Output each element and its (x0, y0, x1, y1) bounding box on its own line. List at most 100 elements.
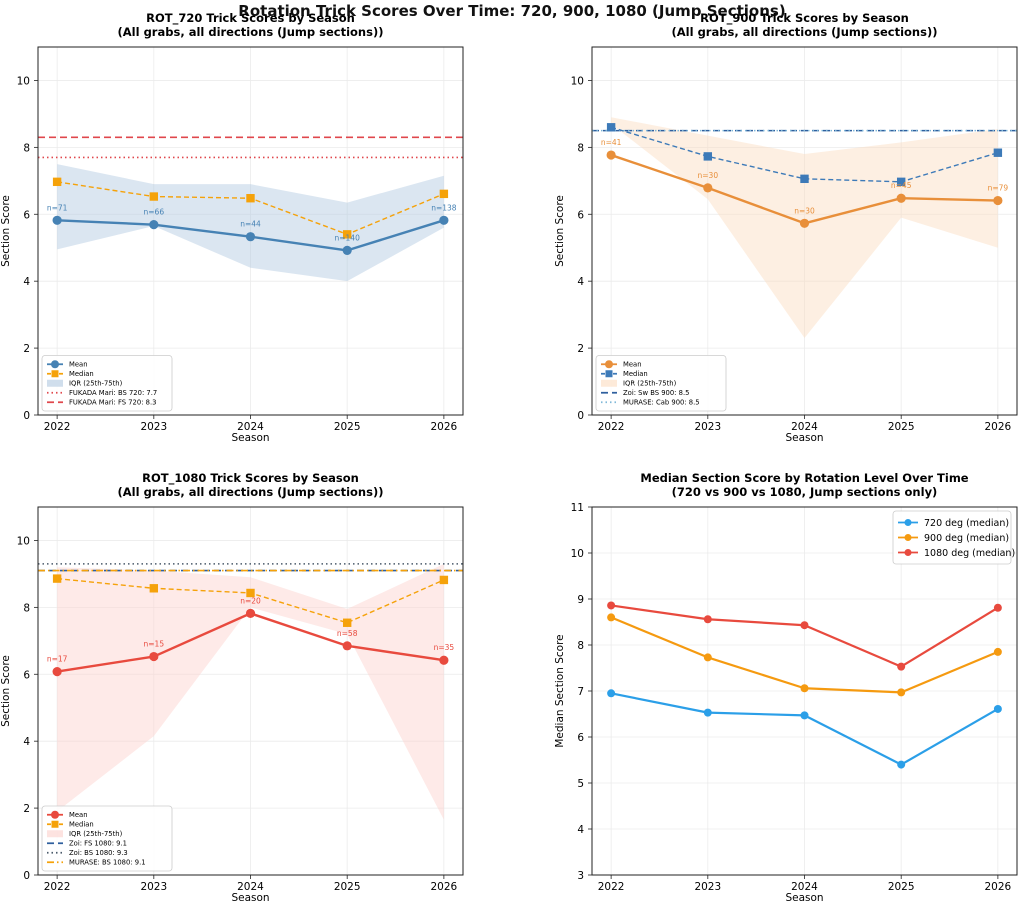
y-tick-label: 10 (17, 75, 30, 87)
y-tick-label: 8 (577, 640, 584, 652)
data-point (606, 150, 616, 160)
subplot-title: Median Section Score by Rotation Level O… (640, 471, 968, 485)
data-point (703, 708, 712, 717)
y-tick-label: 9 (577, 594, 584, 606)
data-point (897, 760, 906, 769)
count-label: n=71 (47, 203, 68, 212)
data-point (703, 615, 712, 624)
legend-box (595, 355, 727, 412)
x-tick-label: 2022 (598, 881, 625, 893)
legend-label: Zoi: FS 1080: 9.1 (69, 840, 127, 848)
y-tick-label: 3 (577, 870, 584, 882)
data-point (52, 177, 62, 187)
y-tick-label: 11 (571, 502, 584, 514)
y-tick-label: 0 (23, 410, 30, 422)
y-tick-label: 6 (23, 669, 30, 681)
legend-label: MURASE: Cab 900: 8.5 (623, 399, 700, 407)
x-tick-label: 2024 (237, 421, 264, 433)
y-tick-label: 2 (23, 343, 30, 355)
figure-title: Rotation Trick Scores Over Time: 720, 90… (238, 2, 786, 20)
data-point (703, 152, 713, 161)
legend-label: Median (69, 821, 94, 829)
data-point (993, 704, 1002, 713)
y-axis-label: Median Section Score (554, 634, 566, 747)
data-point (800, 621, 809, 630)
y-tick-label: 4 (577, 824, 584, 836)
legend-label: Median (69, 370, 94, 378)
data-point (607, 601, 616, 610)
legend-swatch (601, 379, 617, 387)
data-point (606, 123, 616, 132)
data-point (245, 608, 256, 618)
legend-label: Zoi: Sw BS 900: 8.5 (623, 389, 689, 397)
y-tick-label: 0 (577, 410, 584, 422)
legend-marker (605, 370, 613, 378)
data-point (149, 651, 159, 662)
y-axis-label: Section Score (0, 655, 12, 727)
count-label: n=30 (698, 171, 719, 180)
x-tick-label: 2026 (431, 881, 458, 893)
x-tick-label: 2025 (334, 881, 361, 893)
y-tick-label: 10 (571, 548, 584, 560)
legend-label: FUKADA Mari: FS 720: 8.3 (69, 399, 156, 407)
data-point (439, 215, 449, 225)
legend-box (41, 805, 173, 872)
legend-label: MURASE: BS 1080: 9.1 (69, 859, 146, 867)
data-point (342, 230, 352, 239)
x-tick-label: 2025 (888, 421, 915, 433)
data-point (342, 245, 352, 256)
x-tick-label: 2024 (237, 881, 264, 893)
legend-swatch (47, 379, 63, 387)
data-point (896, 177, 906, 187)
count-label: n=17 (47, 655, 68, 664)
legend-marker (51, 810, 59, 819)
subplot-subtitle: (All grabs, all directions (Jump section… (118, 25, 384, 39)
legend-label: IQR (25th-75th) (69, 830, 123, 838)
x-tick-label: 2024 (791, 881, 818, 893)
y-tick-label: 8 (23, 142, 30, 154)
x-tick-label: 2025 (888, 881, 915, 893)
data-point (897, 688, 906, 697)
y-tick-label: 8 (577, 142, 584, 154)
y-tick-label: 5 (577, 778, 584, 790)
subplot-1: ROT_720 Trick Scores by Season(All grabs… (0, 11, 464, 444)
y-tick-label: 2 (23, 803, 30, 815)
x-tick-label: 2025 (334, 421, 361, 433)
subplot-4: Median Section Score by Rotation Level O… (554, 471, 1018, 904)
legend-label: FUKADA Mari: BS 720: 7.7 (69, 389, 157, 397)
legend-marker (904, 534, 912, 541)
x-tick-label: 2023 (140, 881, 167, 893)
subplot-title: ROT_720 Trick Scores by Season (146, 11, 355, 26)
subplot-2: ROT_900 Trick Scores by Season(All grabs… (554, 11, 1018, 444)
data-point (149, 220, 159, 230)
legend-box (41, 355, 173, 412)
data-point (993, 603, 1002, 612)
count-label: n=35 (434, 643, 455, 652)
y-tick-label: 4 (577, 276, 584, 288)
x-tick-label: 2022 (598, 421, 625, 433)
legend-label: IQR (25th-75th) (623, 380, 677, 388)
count-label: n=58 (337, 629, 358, 638)
data-point (439, 189, 449, 199)
data-point (149, 584, 159, 593)
data-point (993, 148, 1003, 157)
subplot-3: ROT_1080 Trick Scores by Season(All grab… (0, 471, 464, 904)
legend-label: IQR (25th-75th) (69, 380, 123, 388)
data-point (993, 195, 1003, 206)
iqr-band (57, 563, 444, 820)
data-point (800, 711, 809, 720)
subplot-title: ROT_900 Trick Scores by Season (700, 11, 909, 26)
legend-label: 900 deg (median) (924, 533, 1009, 544)
count-label: n=45 (891, 181, 912, 190)
y-tick-label: 7 (577, 686, 584, 698)
subplot-subtitle: (All grabs, all directions (Jump section… (118, 485, 384, 499)
data-point (703, 183, 713, 193)
x-tick-label: 2024 (791, 421, 818, 433)
legend-marker (605, 360, 613, 369)
data-point (800, 174, 809, 184)
data-point (993, 647, 1002, 656)
data-point (896, 193, 906, 203)
legend-marker (904, 549, 912, 556)
y-tick-label: 0 (23, 870, 30, 882)
